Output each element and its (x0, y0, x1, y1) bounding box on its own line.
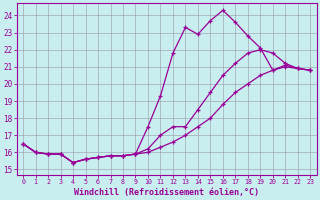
X-axis label: Windchill (Refroidissement éolien,°C): Windchill (Refroidissement éolien,°C) (74, 188, 259, 197)
